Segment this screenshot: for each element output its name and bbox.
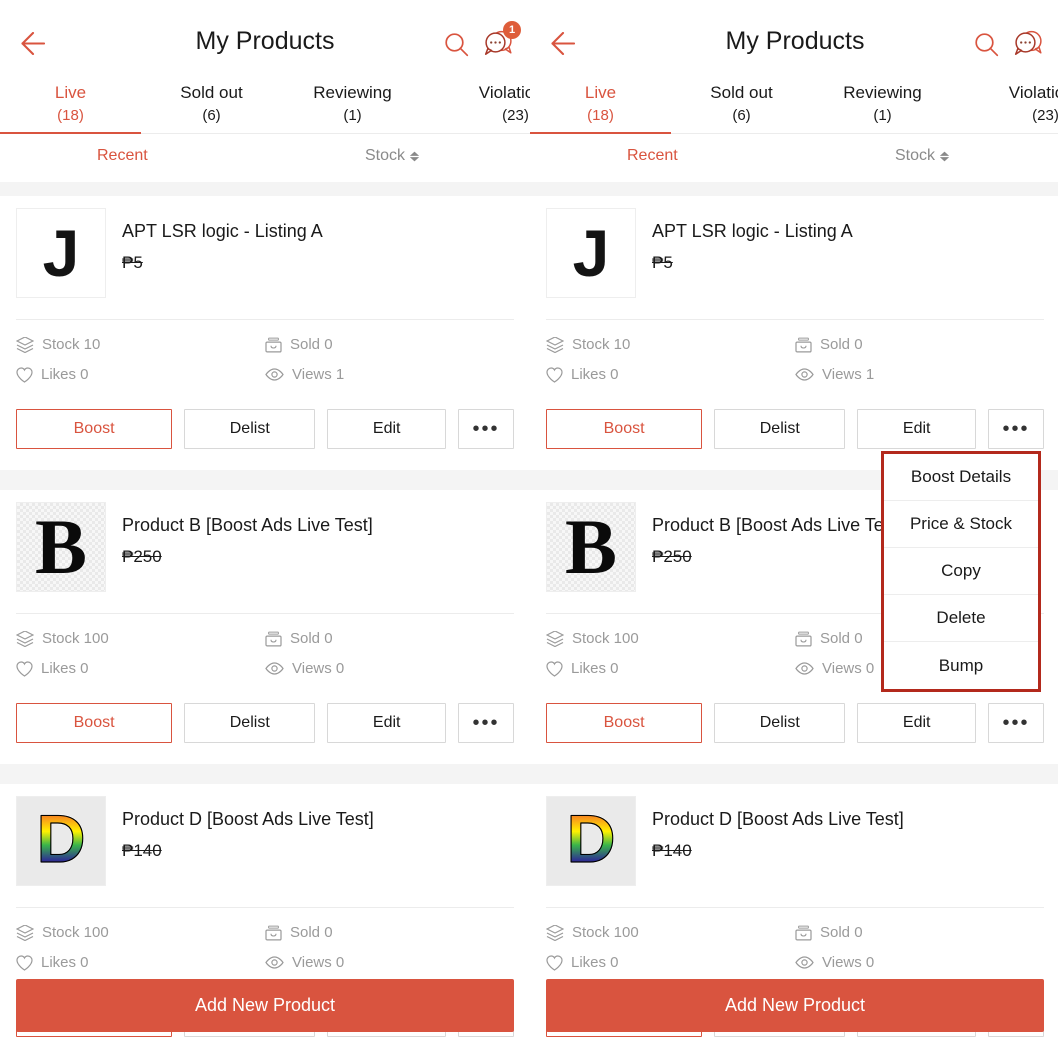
- svg-text:D: D: [36, 804, 85, 877]
- svg-text:D: D: [566, 804, 615, 877]
